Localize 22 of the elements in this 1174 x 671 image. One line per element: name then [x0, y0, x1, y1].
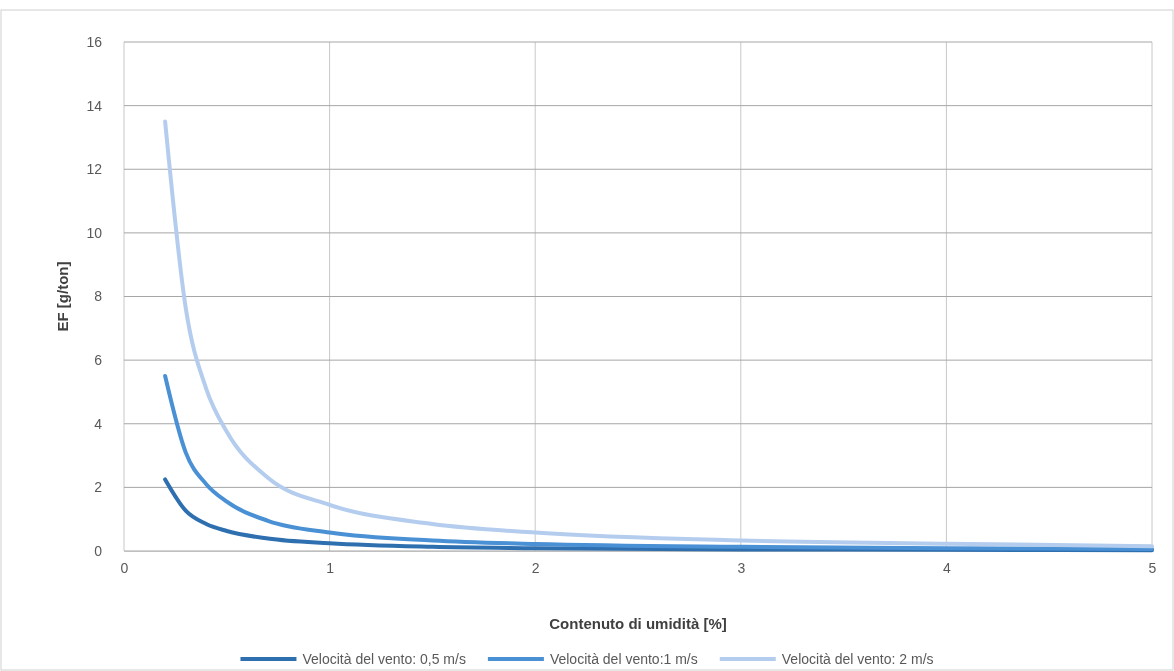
x-tick-label: 3 [737, 559, 746, 576]
y-tick-label: 4 [94, 415, 103, 432]
y-tick-label: 8 [94, 288, 103, 305]
y-tick-label: 6 [94, 352, 103, 369]
y-tick-label: 14 [86, 97, 103, 114]
x-tick-label: 0 [120, 559, 129, 576]
legend-label: Velocità del vento:1 m/s [549, 651, 698, 667]
legend-label: Velocità del vento: 0,5 m/s [302, 651, 466, 667]
y-axis-title: EF [g/ton] [54, 261, 71, 332]
y-tick-label: 10 [86, 224, 103, 241]
y-tick-label: 12 [86, 161, 103, 178]
x-tick-label: 5 [1148, 559, 1157, 576]
legend-label: Velocità del vento: 2 m/s [781, 651, 934, 667]
y-tick-label: 2 [94, 479, 103, 496]
line-series [163, 374, 1154, 552]
y-tick-label: 0 [94, 542, 103, 559]
y-tick-label: 16 [86, 33, 103, 50]
line-series [163, 119, 1154, 549]
x-tick-label: 2 [531, 559, 540, 576]
x-tick-label: 1 [326, 559, 335, 576]
x-tick-label: 4 [943, 559, 951, 576]
x-axis-title: Contenuto di umidità [%] [549, 615, 727, 632]
